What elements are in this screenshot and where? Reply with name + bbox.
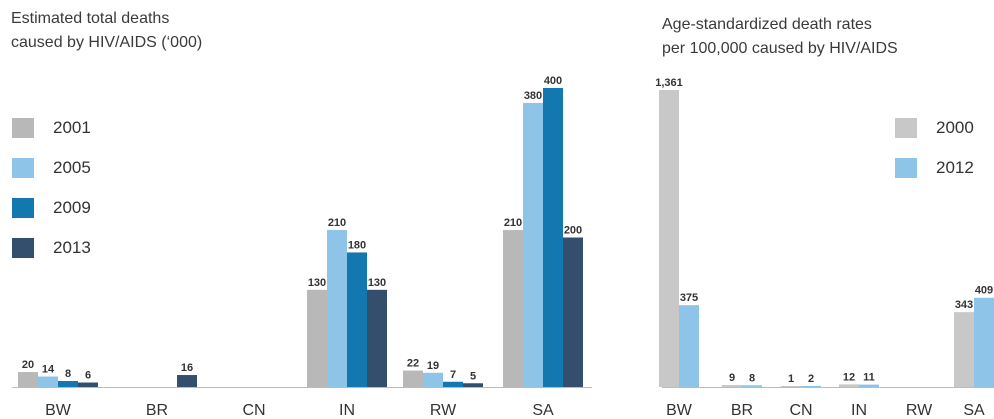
left-chart-title-line-2: caused by HIV/AIDS (‘000)	[11, 34, 203, 51]
data-label-bw-2001: 20	[22, 359, 34, 371]
category-label-bw: BW	[45, 402, 72, 419]
bar-bw-2005	[38, 376, 58, 387]
data-label-rw-2009: 7	[450, 369, 456, 381]
category-label-bw: BW	[666, 402, 693, 419]
legend-swatch-2009	[12, 198, 34, 218]
data-label-bw-2005: 14	[42, 364, 55, 376]
data-label-sa-2009: 400	[544, 75, 562, 87]
bar-in-2000	[839, 384, 859, 387]
bar-bw-2000	[659, 90, 679, 387]
data-label-br-2012: 8	[749, 372, 755, 384]
legend-label-2000: 2000	[936, 118, 974, 137]
category-label-cn: CN	[789, 402, 812, 419]
legend-label-2013: 2013	[53, 238, 91, 257]
bar-in-2001	[307, 289, 327, 387]
data-label-in-2013: 130	[368, 277, 386, 289]
bar-bw-2013	[78, 382, 98, 387]
legend-label-2005: 2005	[53, 158, 91, 177]
legend-label-2001: 2001	[53, 118, 91, 137]
data-label-sa-2000: 343	[955, 299, 973, 311]
data-label-rw-2005: 19	[427, 360, 439, 372]
data-label-in-2001: 130	[308, 277, 326, 289]
bar-sa-2013	[563, 237, 583, 387]
bar-sa-2009	[543, 88, 563, 387]
legend-label-2009: 2009	[53, 198, 91, 217]
bar-in-2013	[367, 289, 387, 387]
bar-sa-2000	[954, 312, 974, 387]
bar-bw-2012	[679, 305, 699, 387]
data-label-sa-2001: 210	[504, 217, 522, 229]
data-label-in-2005: 210	[328, 217, 346, 229]
category-label-cn: CN	[242, 402, 265, 419]
bar-br-2012	[742, 385, 762, 387]
bar-in-2009	[347, 252, 367, 387]
bar-rw-2001	[403, 370, 423, 387]
right-chart-title: Age-standardized death rates per 100,000…	[662, 13, 898, 61]
category-label-br: BR	[146, 402, 168, 419]
data-label-br-2013: 16	[181, 362, 193, 374]
bar-cn-2000	[781, 386, 801, 387]
bar-bw-2001	[18, 372, 38, 387]
data-label-br-2000: 9	[729, 372, 735, 384]
data-label-in-2000: 12	[843, 371, 855, 383]
data-label-rw-2013: 5	[470, 370, 476, 382]
data-label-in-2012: 11	[863, 372, 875, 384]
data-label-cn-2000: 1	[788, 373, 794, 385]
data-label-bw-2013: 6	[85, 370, 91, 382]
bar-rw-2009	[443, 381, 463, 387]
category-label-in: IN	[339, 402, 355, 419]
bar-cn-2012	[801, 386, 821, 387]
data-label-sa-2012: 409	[975, 285, 993, 297]
data-label-in-2009: 180	[348, 239, 366, 251]
category-label-rw: RW	[906, 402, 933, 419]
category-label-rw: RW	[430, 402, 457, 419]
bar-in-2012	[859, 384, 879, 387]
legend-swatch-2013	[12, 238, 34, 258]
left-chart-title: Estimated total deaths caused by HIV/AID…	[11, 7, 202, 55]
category-label-br: BR	[731, 402, 753, 419]
category-label-sa: SA	[532, 402, 554, 419]
legend-swatch-2000	[895, 118, 917, 138]
left-chart-title-line-1: Estimated total deaths	[11, 10, 170, 27]
bar-br-2013	[177, 375, 197, 387]
bar-sa-2012	[974, 297, 994, 387]
category-label-in: IN	[851, 402, 867, 419]
legend-swatch-2012	[895, 158, 917, 178]
data-label-sa-2005: 380	[524, 90, 542, 102]
bar-sa-2001	[503, 230, 523, 387]
bar-in-2005	[327, 230, 347, 387]
bar-br-2000	[722, 385, 742, 387]
data-label-bw-2009: 8	[65, 368, 71, 380]
right-chart-title-line-2: per 100,000 caused by HIV/AIDS	[662, 40, 898, 57]
right-chart-title-line-1: Age-standardized death rates	[662, 16, 872, 33]
legend-swatch-2005	[12, 158, 34, 178]
data-label-sa-2013: 200	[564, 225, 582, 237]
bar-bw-2009	[58, 381, 78, 387]
bar-rw-2005	[423, 372, 443, 387]
data-label-rw-2001: 22	[407, 358, 419, 370]
data-label-bw-2012: 375	[680, 292, 698, 304]
category-label-sa: SA	[963, 402, 985, 419]
legend-label-2012: 2012	[936, 158, 974, 177]
bar-rw-2013	[463, 383, 483, 387]
legend-swatch-2001	[12, 118, 34, 138]
data-label-bw-2000: 1,361	[655, 77, 683, 89]
bar-sa-2005	[523, 102, 543, 387]
data-label-cn-2012: 2	[808, 373, 814, 385]
